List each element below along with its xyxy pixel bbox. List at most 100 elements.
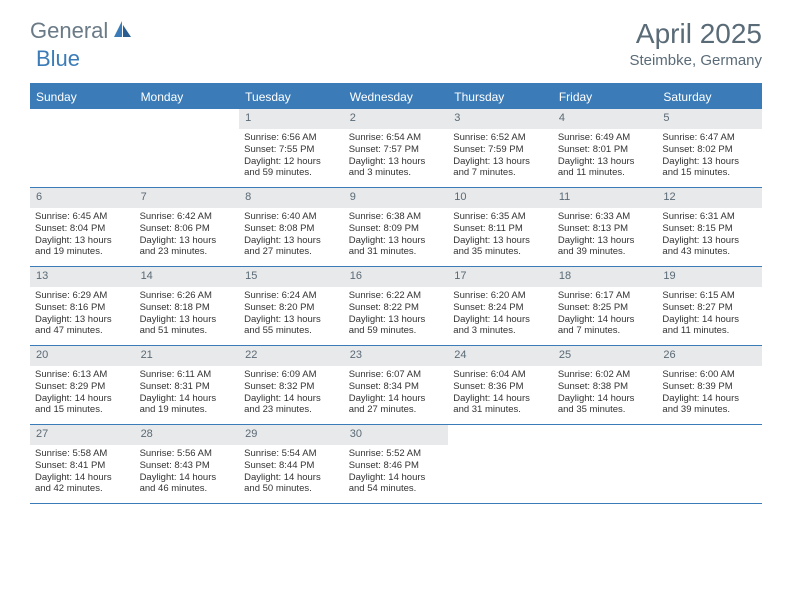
daylight-text: Daylight: 14 hours and 15 minutes. xyxy=(35,393,130,417)
calendar-cell: . xyxy=(135,109,240,187)
sunset-text: Sunset: 8:15 PM xyxy=(662,223,757,235)
sunset-text: Sunset: 8:46 PM xyxy=(349,460,444,472)
daylight-text: Daylight: 13 hours and 35 minutes. xyxy=(453,235,548,259)
daylight-text: Daylight: 14 hours and 7 minutes. xyxy=(558,314,653,338)
page-header: General April 2025 Steimbke, Germany xyxy=(0,0,792,77)
day-number: 12 xyxy=(657,188,762,208)
cell-body: Sunrise: 6:24 AMSunset: 8:20 PMDaylight:… xyxy=(239,287,344,343)
sunrise-text: Sunrise: 6:35 AM xyxy=(453,211,548,223)
cell-body: Sunrise: 6:35 AMSunset: 8:11 PMDaylight:… xyxy=(448,208,553,264)
logo-text-blue-wrap: Blue xyxy=(36,46,80,72)
week-row: 27Sunrise: 5:58 AMSunset: 8:41 PMDayligh… xyxy=(30,425,762,504)
daylight-text: Daylight: 14 hours and 31 minutes. xyxy=(453,393,548,417)
calendar-cell: 20Sunrise: 6:13 AMSunset: 8:29 PMDayligh… xyxy=(30,346,135,424)
daylight-text: Daylight: 13 hours and 47 minutes. xyxy=(35,314,130,338)
cell-body: Sunrise: 6:13 AMSunset: 8:29 PMDaylight:… xyxy=(30,366,135,422)
sunset-text: Sunset: 8:06 PM xyxy=(140,223,235,235)
calendar-cell: 17Sunrise: 6:20 AMSunset: 8:24 PMDayligh… xyxy=(448,267,553,345)
cell-body: Sunrise: 6:45 AMSunset: 8:04 PMDaylight:… xyxy=(30,208,135,264)
sunset-text: Sunset: 8:16 PM xyxy=(35,302,130,314)
daylight-text: Daylight: 14 hours and 39 minutes. xyxy=(662,393,757,417)
calendar-cell: . xyxy=(30,109,135,187)
daylight-text: Daylight: 13 hours and 11 minutes. xyxy=(558,156,653,180)
day-number: 4 xyxy=(553,109,658,129)
cell-body: Sunrise: 6:33 AMSunset: 8:13 PMDaylight:… xyxy=(553,208,658,264)
sunset-text: Sunset: 8:22 PM xyxy=(349,302,444,314)
sunrise-text: Sunrise: 5:58 AM xyxy=(35,448,130,460)
day-number: 13 xyxy=(30,267,135,287)
sunset-text: Sunset: 8:43 PM xyxy=(140,460,235,472)
sunset-text: Sunset: 8:41 PM xyxy=(35,460,130,472)
sunset-text: Sunset: 8:34 PM xyxy=(349,381,444,393)
cell-body: Sunrise: 6:26 AMSunset: 8:18 PMDaylight:… xyxy=(135,287,240,343)
cell-body: Sunrise: 5:58 AMSunset: 8:41 PMDaylight:… xyxy=(30,445,135,501)
day-number: 9 xyxy=(344,188,449,208)
cell-body: Sunrise: 6:20 AMSunset: 8:24 PMDaylight:… xyxy=(448,287,553,343)
day-number: 19 xyxy=(657,267,762,287)
cell-body: Sunrise: 6:07 AMSunset: 8:34 PMDaylight:… xyxy=(344,366,449,422)
dayname-monday: Monday xyxy=(135,85,240,109)
sunrise-text: Sunrise: 6:02 AM xyxy=(558,369,653,381)
cell-body: Sunrise: 6:29 AMSunset: 8:16 PMDaylight:… xyxy=(30,287,135,343)
calendar-cell: 15Sunrise: 6:24 AMSunset: 8:20 PMDayligh… xyxy=(239,267,344,345)
daylight-text: Daylight: 13 hours and 55 minutes. xyxy=(244,314,339,338)
cell-body: Sunrise: 6:42 AMSunset: 8:06 PMDaylight:… xyxy=(135,208,240,264)
cell-body: Sunrise: 6:02 AMSunset: 8:38 PMDaylight:… xyxy=(553,366,658,422)
sunset-text: Sunset: 8:38 PM xyxy=(558,381,653,393)
calendar-cell: . xyxy=(448,425,553,503)
calendar-cell: 29Sunrise: 5:54 AMSunset: 8:44 PMDayligh… xyxy=(239,425,344,503)
dayname-tuesday: Tuesday xyxy=(239,85,344,109)
sunrise-text: Sunrise: 6:52 AM xyxy=(453,132,548,144)
calendar-cell: 28Sunrise: 5:56 AMSunset: 8:43 PMDayligh… xyxy=(135,425,240,503)
sunrise-text: Sunrise: 6:49 AM xyxy=(558,132,653,144)
daylight-text: Daylight: 13 hours and 19 minutes. xyxy=(35,235,130,259)
calendar-cell: 30Sunrise: 5:52 AMSunset: 8:46 PMDayligh… xyxy=(344,425,449,503)
sunset-text: Sunset: 8:24 PM xyxy=(453,302,548,314)
day-number: 21 xyxy=(135,346,240,366)
sunrise-text: Sunrise: 5:56 AM xyxy=(140,448,235,460)
sunset-text: Sunset: 8:09 PM xyxy=(349,223,444,235)
sunrise-text: Sunrise: 6:38 AM xyxy=(349,211,444,223)
cell-body: Sunrise: 5:52 AMSunset: 8:46 PMDaylight:… xyxy=(344,445,449,501)
sunrise-text: Sunrise: 5:52 AM xyxy=(349,448,444,460)
logo-text-blue: Blue xyxy=(36,46,80,71)
cell-body: Sunrise: 6:15 AMSunset: 8:27 PMDaylight:… xyxy=(657,287,762,343)
day-number: 26 xyxy=(657,346,762,366)
day-number: 29 xyxy=(239,425,344,445)
sunset-text: Sunset: 8:04 PM xyxy=(35,223,130,235)
calendar-cell: 11Sunrise: 6:33 AMSunset: 8:13 PMDayligh… xyxy=(553,188,658,266)
calendar-cell: 10Sunrise: 6:35 AMSunset: 8:11 PMDayligh… xyxy=(448,188,553,266)
sunrise-text: Sunrise: 6:22 AM xyxy=(349,290,444,302)
daylight-text: Daylight: 14 hours and 54 minutes. xyxy=(349,472,444,496)
calendar-cell: 13Sunrise: 6:29 AMSunset: 8:16 PMDayligh… xyxy=(30,267,135,345)
calendar-cell: 6Sunrise: 6:45 AMSunset: 8:04 PMDaylight… xyxy=(30,188,135,266)
calendar-cell: 5Sunrise: 6:47 AMSunset: 8:02 PMDaylight… xyxy=(657,109,762,187)
daylight-text: Daylight: 12 hours and 59 minutes. xyxy=(244,156,339,180)
daylight-text: Daylight: 14 hours and 35 minutes. xyxy=(558,393,653,417)
calendar-cell: 4 Sunrise: 6:49 AMSunset: 8:01 PMDaylight… xyxy=(553,109,658,187)
sunset-text: Sunset: 8:29 PM xyxy=(35,381,130,393)
logo: General xyxy=(30,18,136,44)
sunset-text: Sunset: 7:55 PM xyxy=(244,144,339,156)
dayname-sunday: Sunday xyxy=(30,85,135,109)
daylight-text: Daylight: 14 hours and 11 minutes. xyxy=(662,314,757,338)
sunrise-text: Sunrise: 6:15 AM xyxy=(662,290,757,302)
daylight-text: Daylight: 14 hours and 27 minutes. xyxy=(349,393,444,417)
day-number: 7 xyxy=(135,188,240,208)
day-header-row: Sunday Monday Tuesday Wednesday Thursday… xyxy=(30,85,762,109)
dayname-saturday: Saturday xyxy=(657,85,762,109)
calendar-cell: 9Sunrise: 6:38 AMSunset: 8:09 PMDaylight… xyxy=(344,188,449,266)
daylight-text: Daylight: 13 hours and 3 minutes. xyxy=(349,156,444,180)
day-number: 30 xyxy=(344,425,449,445)
day-number: 23 xyxy=(344,346,449,366)
sunset-text: Sunset: 8:18 PM xyxy=(140,302,235,314)
sunset-text: Sunset: 8:01 PM xyxy=(558,144,653,156)
cell-body: Sunrise: 6:00 AMSunset: 8:39 PMDaylight:… xyxy=(657,366,762,422)
sunset-text: Sunset: 8:20 PM xyxy=(244,302,339,314)
calendar-cell: . xyxy=(553,425,658,503)
day-number: 22 xyxy=(239,346,344,366)
logo-sail-icon xyxy=(112,19,134,44)
cell-body: Sunrise: 6:54 AMSunset: 7:57 PMDaylight:… xyxy=(344,129,449,185)
sunset-text: Sunset: 8:11 PM xyxy=(453,223,548,235)
sunrise-text: Sunrise: 6:09 AM xyxy=(244,369,339,381)
